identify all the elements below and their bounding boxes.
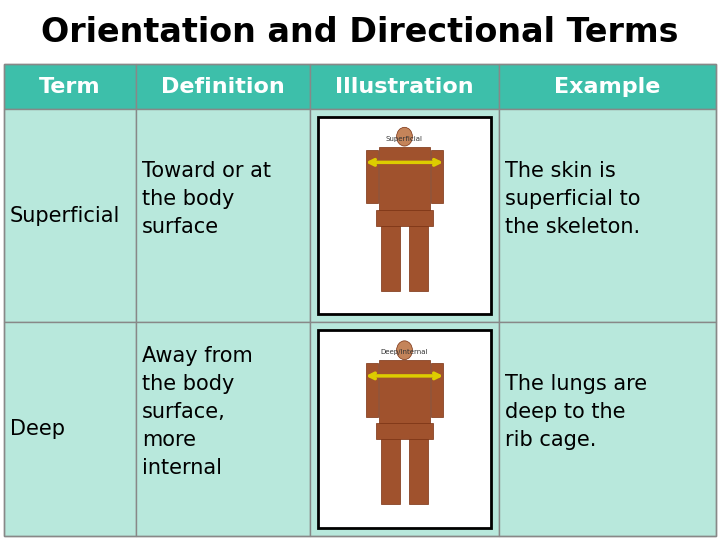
Text: Superficial: Superficial — [386, 136, 423, 141]
Bar — [4, 64, 716, 536]
Bar — [409, 439, 428, 504]
Bar — [4, 322, 135, 536]
Ellipse shape — [397, 127, 413, 146]
Bar — [318, 117, 491, 314]
Text: Illustration: Illustration — [336, 77, 474, 97]
Bar — [376, 423, 433, 439]
Ellipse shape — [397, 341, 413, 360]
Bar — [499, 109, 716, 322]
Bar — [366, 363, 377, 417]
Text: Away from
the body
surface,
more
internal: Away from the body surface, more interna… — [142, 346, 253, 478]
Text: Deep/Internal: Deep/Internal — [381, 349, 428, 355]
Text: Orientation and Directional Terms: Orientation and Directional Terms — [41, 16, 679, 49]
Bar — [310, 109, 499, 322]
Text: Toward or at
the body
surface: Toward or at the body surface — [142, 160, 271, 237]
Bar — [431, 150, 443, 204]
Text: Superficial: Superficial — [10, 206, 120, 226]
Bar — [499, 322, 716, 536]
Bar — [366, 150, 377, 204]
Bar — [4, 109, 135, 322]
Bar — [135, 64, 310, 109]
Bar — [431, 363, 443, 417]
Bar — [381, 439, 400, 504]
Bar — [135, 322, 310, 536]
Bar — [499, 64, 716, 109]
Text: The lungs are
deep to the
rib cage.: The lungs are deep to the rib cage. — [505, 374, 647, 450]
Text: The skin is
superficial to
the skeleton.: The skin is superficial to the skeleton. — [505, 160, 640, 237]
Text: Definition: Definition — [161, 77, 285, 97]
Text: Deep: Deep — [10, 419, 65, 439]
Text: Example: Example — [554, 77, 661, 97]
Bar — [318, 330, 491, 528]
Bar — [379, 146, 431, 210]
Bar — [379, 360, 431, 423]
Text: Term: Term — [39, 77, 101, 97]
Bar — [135, 109, 310, 322]
Bar — [310, 322, 499, 536]
Bar — [409, 226, 428, 291]
Bar — [381, 226, 400, 291]
Bar — [4, 64, 135, 109]
Bar — [310, 64, 499, 109]
Bar — [376, 210, 433, 226]
